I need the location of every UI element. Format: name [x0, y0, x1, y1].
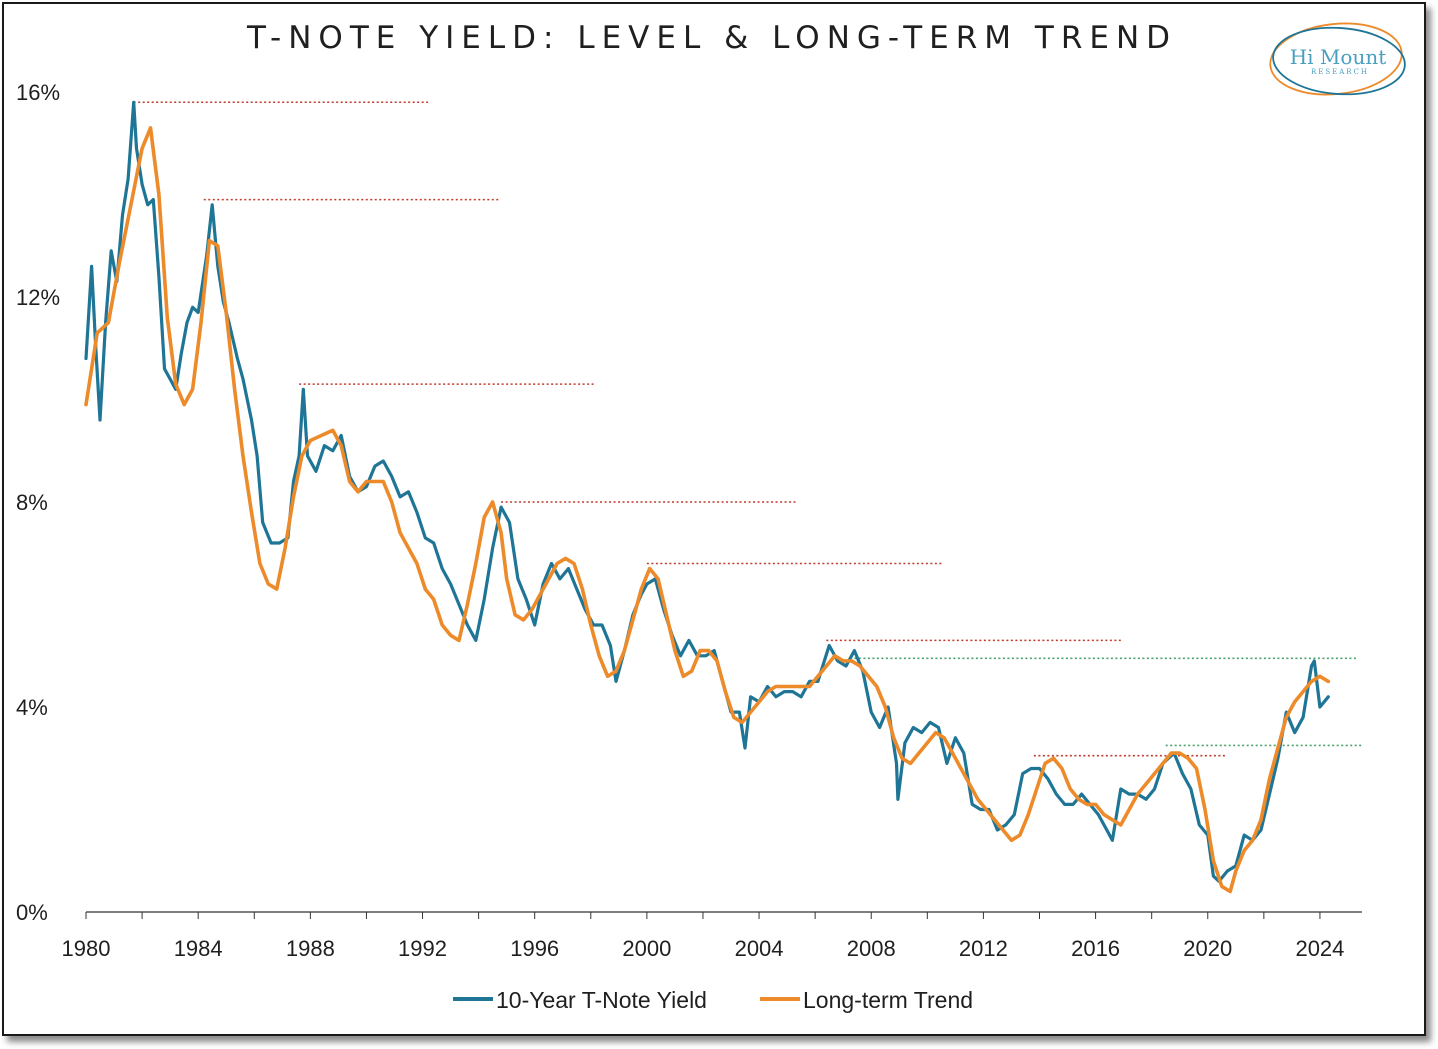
y-tick-label: 0% [16, 900, 48, 925]
y-tick-label: 8% [16, 490, 48, 515]
hi-mount-logo: Hi Mount RESEARCH [1269, 22, 1406, 96]
x-tick-label: 2008 [847, 936, 896, 961]
legend: 10-Year T-Note Yield Long-term Trend [453, 987, 973, 1013]
logo-tagline: RESEARCH [1311, 68, 1369, 76]
x-tick-label: 1996 [510, 936, 559, 961]
y-tick-label: 4% [16, 695, 48, 720]
y-tick-label: 12% [16, 285, 60, 310]
y-tick-label: 16% [16, 80, 60, 105]
x-tick-label: 2016 [1071, 936, 1120, 961]
x-tick-label: 1980 [62, 936, 111, 961]
x-tick-label: 2012 [959, 936, 1008, 961]
logo-name: Hi Mount [1290, 45, 1387, 69]
x-tick-label: 1984 [174, 936, 223, 961]
legend-label-trend: Long-term Trend [803, 987, 973, 1013]
x-tick-label: 2004 [735, 936, 784, 961]
yield-series-line [84, 100, 1330, 883]
trend-series-line [84, 126, 1331, 894]
reference-lines [133, 101, 1362, 757]
x-tick-label: 2024 [1295, 936, 1344, 961]
x-tick-label: 2020 [1183, 936, 1232, 961]
chart-title: T-NOTE YIELD: LEVEL & LONG-TERM TREND [246, 20, 1178, 56]
chart-frame [2, 2, 1426, 1036]
series-layer [84, 100, 1331, 894]
legend-label-yield: 10-Year T-Note Yield [496, 987, 707, 1013]
y-axis: 0% 4% 8% 12% 16% [16, 80, 60, 925]
x-tick-label: 2000 [622, 936, 671, 961]
x-tick-label: 1988 [286, 936, 335, 961]
x-tick-label: 1992 [398, 936, 447, 961]
x-axis: 1980 1984 1988 1992 1996 2000 2004 2008 2012 2016… [62, 911, 1362, 961]
